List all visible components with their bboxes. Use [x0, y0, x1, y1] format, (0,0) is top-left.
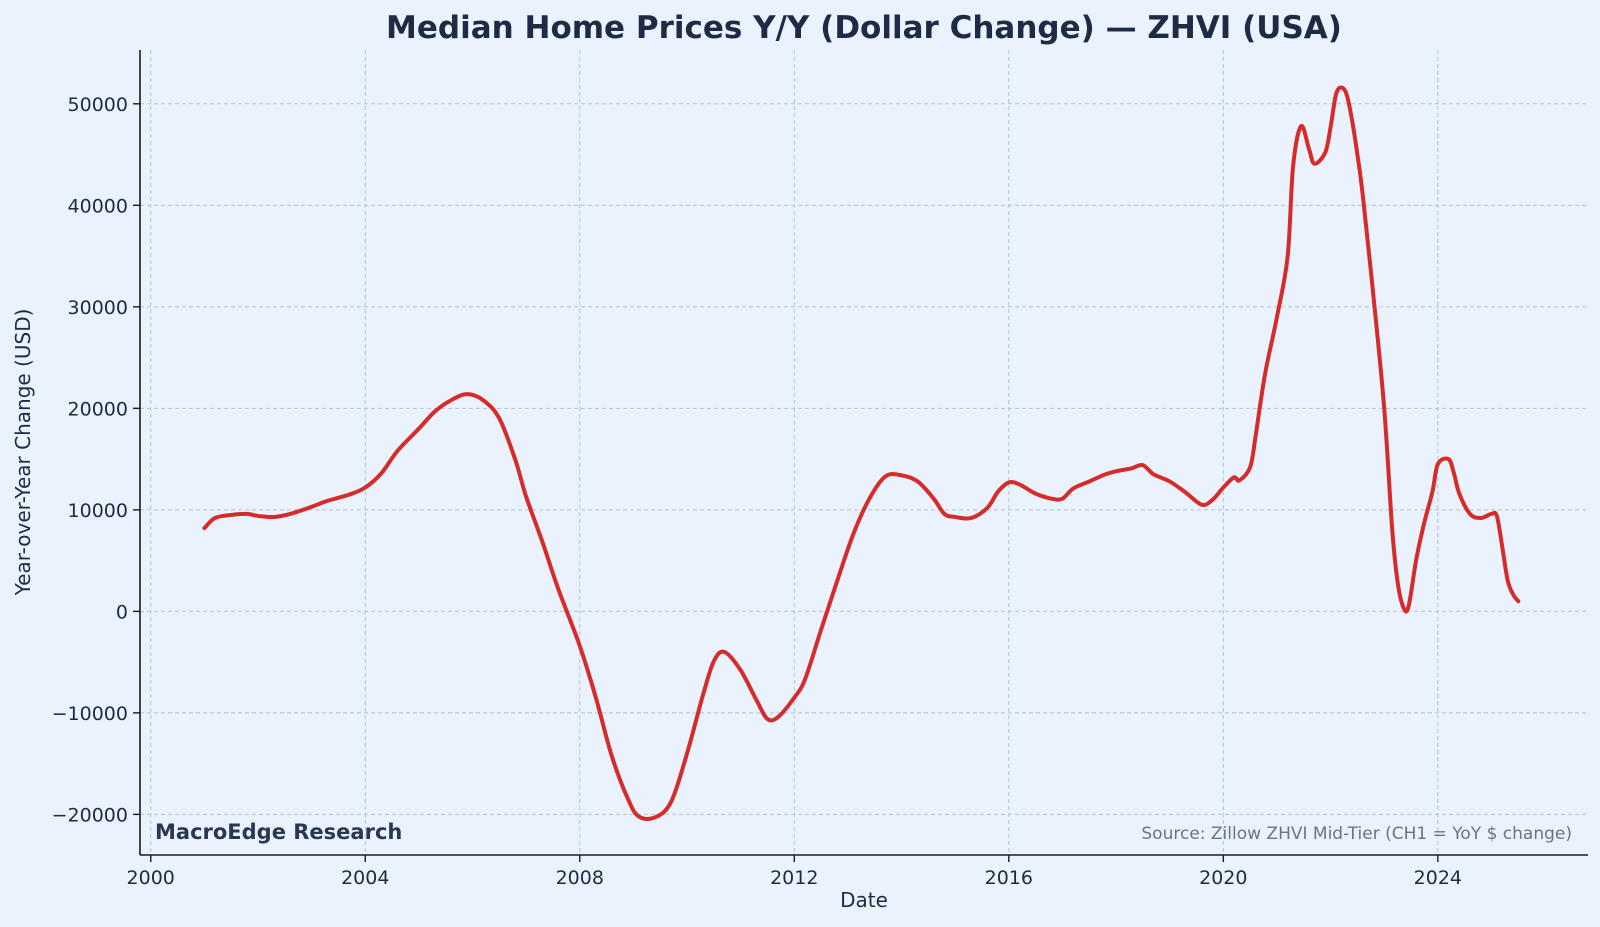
brand-watermark: MacroEdge Research: [155, 820, 402, 844]
x-tick-label: 2004: [341, 867, 389, 889]
y-tick-label: 0: [116, 601, 128, 623]
chart-title: Median Home Prices Y/Y (Dollar Change) —…: [386, 10, 1342, 46]
grid: [140, 50, 1588, 855]
y-tick-label: 50000: [68, 94, 128, 116]
x-tick-label: 2024: [1414, 867, 1462, 889]
y-tick-label: 30000: [68, 297, 128, 319]
series-line: [202, 85, 1521, 821]
x-tick-label: 2016: [985, 867, 1033, 889]
y-axis-label: Year-over-Year Change (USD): [11, 309, 35, 597]
y-tick-label: 10000: [68, 500, 128, 522]
x-tick-label: 2008: [556, 867, 604, 889]
y-tick-label: −10000: [52, 703, 128, 725]
x-axis-label: Date: [840, 888, 888, 912]
y-tick-label: 20000: [68, 398, 128, 420]
source-note: Source: Zillow ZHVI Mid-Tier (CH1 = YoY …: [1141, 824, 1572, 844]
ticks: 2000 2004 2008 2012 2016 2020 2024 −20000 −10000…: [52, 94, 1462, 889]
x-tick-label: 2012: [770, 867, 818, 889]
y-tick-label: 40000: [68, 195, 128, 217]
axes: [139, 50, 1588, 856]
series: [202, 85, 1521, 821]
x-tick-label: 2020: [1199, 867, 1247, 889]
y-tick-label: −20000: [52, 804, 128, 826]
x-tick-label: 2000: [127, 867, 175, 889]
